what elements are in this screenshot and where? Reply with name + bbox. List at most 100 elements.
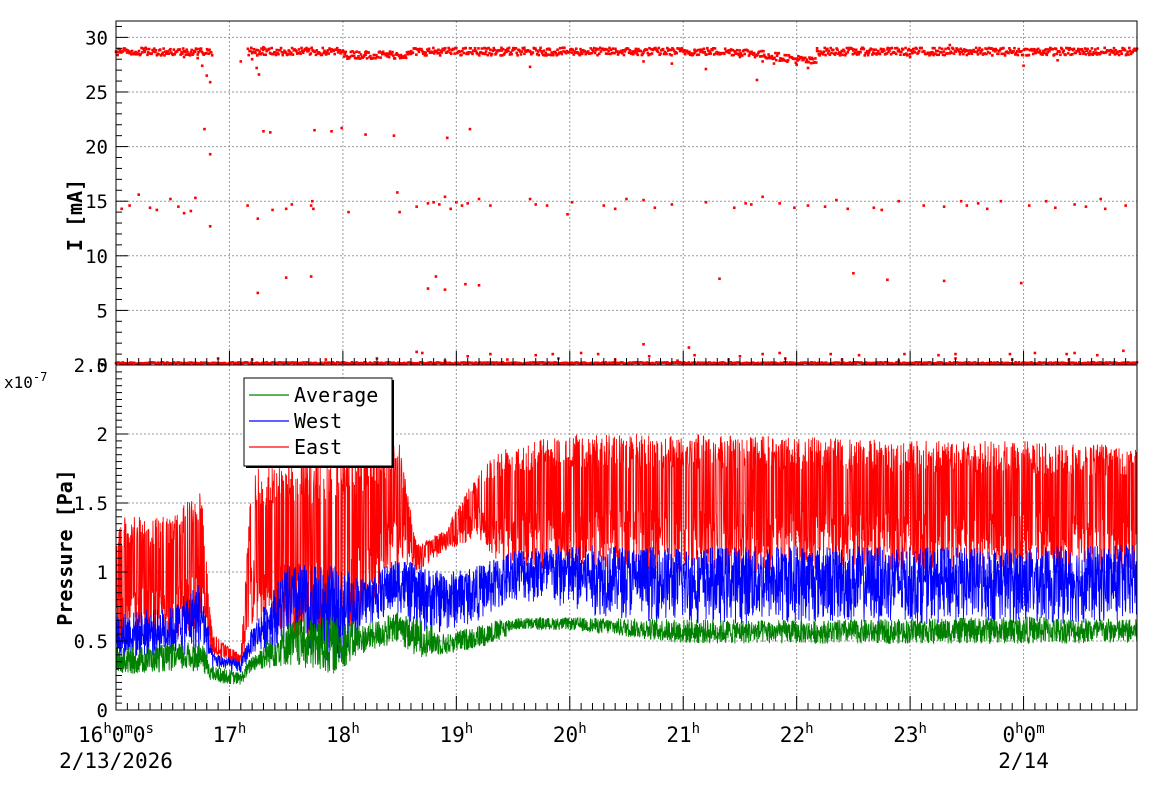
current-point [506,47,509,51]
current-point [634,47,638,51]
current-point [254,51,257,55]
current-point [434,275,438,278]
current-point [263,47,267,50]
current-point [1036,50,1039,54]
current-point [797,58,801,61]
current-point [1114,49,1118,52]
current-point [731,48,735,52]
x-axis: 16h0m0s 17h 18h 19h 20h 21h 22h 23h 0h0m2/13/202… [59,351,1138,773]
current-point [435,50,439,54]
current-point [309,204,313,207]
current-point [646,51,650,55]
current-point [905,52,908,55]
current-point [613,207,617,211]
current-point [1008,48,1012,52]
current-point [742,48,746,52]
current-point [154,48,158,52]
current-point [362,55,365,58]
current-point [170,51,173,54]
bottom-y-tick-label: 1 [97,562,108,584]
current-point [118,50,121,54]
current-point [759,55,763,58]
current-point [965,204,969,207]
current-point [1034,51,1038,55]
current-point [488,51,491,55]
current-point [670,53,673,57]
current-point [490,52,494,56]
current-point [816,49,820,53]
current-point [1082,52,1085,55]
current-point [636,53,640,57]
current-point [840,49,844,53]
current-point [405,51,409,54]
current-point [146,53,149,57]
current-point [152,50,155,53]
current-point [942,205,946,208]
current-point [460,53,463,57]
current-point [388,50,392,53]
current-point [455,46,458,50]
current-point [1061,50,1065,54]
current-point [827,49,831,53]
current-point [703,50,707,54]
current-point [843,53,847,57]
current-point [423,54,427,57]
current-point [1133,47,1136,51]
current-point [500,49,504,52]
current-point [357,55,360,58]
current-point [267,47,271,51]
current-point [347,210,350,214]
current-point [761,195,764,199]
current-point [143,50,147,54]
current-point [793,57,797,61]
x-tick-value: 0 [133,723,146,747]
current-point [770,54,774,58]
x-tick-label: 17h [213,721,247,747]
current-point [286,52,290,56]
current-point [542,49,546,53]
current-point [1015,50,1019,53]
current-point [300,46,303,50]
current-point [936,49,940,53]
current-point [573,50,576,53]
current-point [854,48,858,52]
current-point [257,52,261,56]
current-point [427,47,431,51]
current-point [785,53,788,57]
current-point [988,51,992,55]
current-point [519,53,523,56]
current-point [1032,47,1036,51]
current-point [821,53,825,56]
current-point [417,362,421,366]
current-point [572,53,576,56]
current-point [818,54,821,57]
current-point [534,47,537,50]
current-point [309,52,313,55]
current-point [1080,47,1083,51]
current-point [820,51,824,55]
current-point [1025,54,1028,57]
current-point [672,49,676,53]
x-tick-label: 23h [893,721,927,747]
current-point [774,58,778,62]
current-point [1072,47,1076,51]
current-point [259,52,262,56]
current-point [963,50,967,53]
current-point [893,51,896,55]
current-point [1055,52,1059,56]
current-point [540,49,543,53]
current-point [163,54,166,57]
current-point [729,48,733,51]
current-point [385,52,388,55]
current-point [344,50,348,54]
current-point [535,52,539,56]
current-point [1014,51,1018,55]
current-point [128,51,131,55]
current-point [464,46,467,50]
current-point [675,51,678,55]
current-point [350,360,354,364]
current-point [147,51,150,54]
current-point [874,48,878,52]
current-point [807,60,810,64]
current-point [976,49,980,52]
